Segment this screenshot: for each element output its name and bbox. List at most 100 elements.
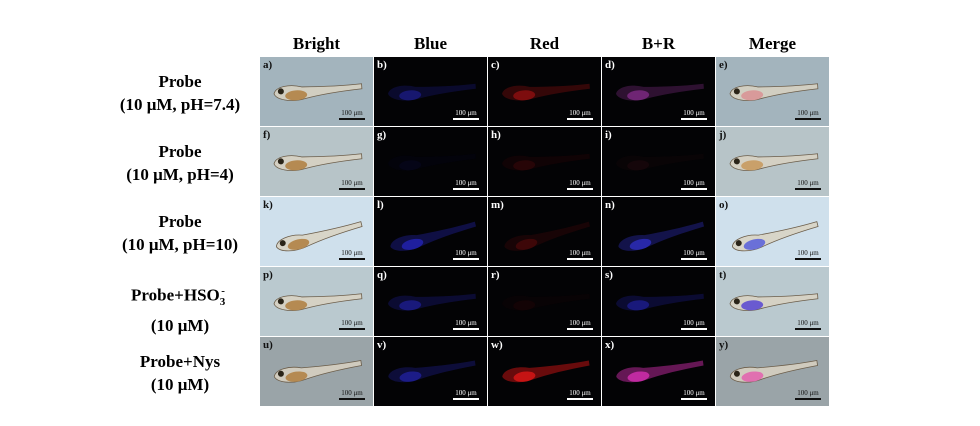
scale-bar-group: 100 μm [453, 109, 479, 120]
scale-bar [795, 118, 821, 120]
scale-bar-label: 100 μm [683, 389, 705, 397]
scale-bar-group: 100 μm [567, 389, 593, 400]
scale-bar [567, 188, 593, 190]
panel-letter: n) [605, 199, 615, 211]
panel-a: a) 100 μm [260, 57, 373, 126]
zebrafish-image [388, 83, 476, 101]
fish-eye [277, 370, 284, 377]
panel-letter: p) [263, 269, 273, 281]
panel-letter: t) [719, 269, 727, 281]
fish-yolk [399, 371, 422, 382]
scale-bar [453, 118, 479, 120]
fish-yolk [285, 300, 308, 311]
fish-body [616, 83, 704, 101]
panel-h: h) 100 μm [488, 127, 601, 196]
row-label-line1: Probe+HSO3- [100, 280, 260, 314]
zebrafish-image [729, 83, 819, 101]
zebrafish-image [513, 300, 536, 311]
column-header-red: Red [529, 34, 560, 53]
fish-eye [733, 158, 740, 165]
scale-bar-group: 100 μm [567, 249, 593, 260]
scale-bar-group: 100 μm [681, 179, 707, 190]
fish-body [388, 293, 476, 311]
scale-bar [453, 258, 479, 260]
scale-bar-group: 100 μm [795, 389, 821, 400]
scale-bar-label: 100 μm [683, 249, 705, 257]
scale-bar [681, 328, 707, 330]
panel-c: c) 100 μm [488, 57, 601, 126]
scale-bar-group: 100 μm [681, 109, 707, 120]
fish-yolk [741, 90, 764, 101]
scale-bar [453, 398, 479, 400]
scale-bar [453, 188, 479, 190]
fish-body [273, 360, 362, 383]
panel-letter: o) [719, 199, 729, 211]
zebrafish-image [388, 293, 476, 311]
panel-f: f) 100 μm [260, 127, 373, 196]
fish-body [504, 221, 591, 251]
scale-bar-label: 100 μm [341, 319, 363, 327]
scale-bar [795, 398, 821, 400]
panel-letter: s) [605, 269, 613, 281]
fish-yolk [399, 160, 422, 171]
panel-p: p) 100 μm [260, 267, 373, 336]
panel-letter: c) [491, 59, 500, 71]
fish-yolk [285, 90, 308, 101]
panel-q: q) 100 μm [374, 267, 487, 336]
panel-o: o) 100 μm [716, 197, 829, 266]
fish-body [388, 151, 477, 172]
row-label-line2: (10 μM) [150, 316, 210, 336]
row-label-main: Probe+HSO [131, 285, 220, 305]
zebrafish-image [390, 221, 477, 251]
scale-bar [339, 328, 365, 330]
zebrafish-image [388, 360, 476, 383]
panel-letter: i) [605, 129, 612, 141]
row-label-superscript: - [221, 285, 225, 297]
scale-bar-group: 100 μm [453, 179, 479, 190]
panel-letter: v) [377, 339, 387, 351]
scale-bar-group: 100 μm [339, 389, 365, 400]
row-label-line2: (10 μM, pH=4) [126, 165, 234, 184]
zebrafish-image [273, 360, 362, 383]
fish-body [729, 153, 819, 171]
fish-yolk [741, 371, 764, 382]
fish-body [502, 360, 590, 383]
panel-j: j) 100 μm [716, 127, 829, 196]
scale-bar-group: 100 μm [795, 109, 821, 120]
zebrafish-image [276, 221, 363, 252]
scale-bar [567, 398, 593, 400]
panel-i: i) 100 μm [602, 127, 715, 196]
fish-yolk [401, 238, 424, 250]
fish-yolk [627, 160, 650, 171]
column-header-b-plus-r: B+R [641, 34, 676, 53]
scale-bar-group: 100 μm [339, 249, 365, 260]
scale-bar-label: 100 μm [455, 389, 477, 397]
scale-bar-group: 100 μm [567, 109, 593, 120]
zebrafish-image [729, 153, 819, 171]
fish-yolk [741, 300, 764, 311]
fish-yolk [513, 160, 536, 171]
panel-letter: j) [719, 129, 727, 141]
fish-eye [733, 370, 740, 377]
zebrafish-image [616, 360, 704, 383]
row-label-line2: (10 μM) [150, 375, 210, 394]
row-label-nys: Probe+Nys (10 μM) [100, 350, 260, 396]
zebrafish-image [502, 83, 590, 101]
zebrafish-image [616, 293, 704, 311]
scale-bar [339, 398, 365, 400]
scale-bar-label: 100 μm [455, 179, 477, 187]
zebrafish-image [273, 83, 363, 101]
scale-bar [339, 118, 365, 120]
scale-bar-group: 100 μm [567, 179, 593, 190]
row-label-line1: Probe [158, 212, 202, 231]
fish-yolk [513, 371, 536, 382]
scale-bar [681, 258, 707, 260]
panel-y: y) 100 μm [716, 337, 829, 406]
scale-bar-label: 100 μm [455, 109, 477, 117]
row-label-line1: Probe+Nys [139, 352, 221, 371]
fish-body [273, 83, 363, 101]
panel-letter: f) [263, 129, 271, 141]
scale-bar [795, 258, 821, 260]
scale-bar [795, 328, 821, 330]
scale-bar-label: 100 μm [797, 249, 819, 257]
